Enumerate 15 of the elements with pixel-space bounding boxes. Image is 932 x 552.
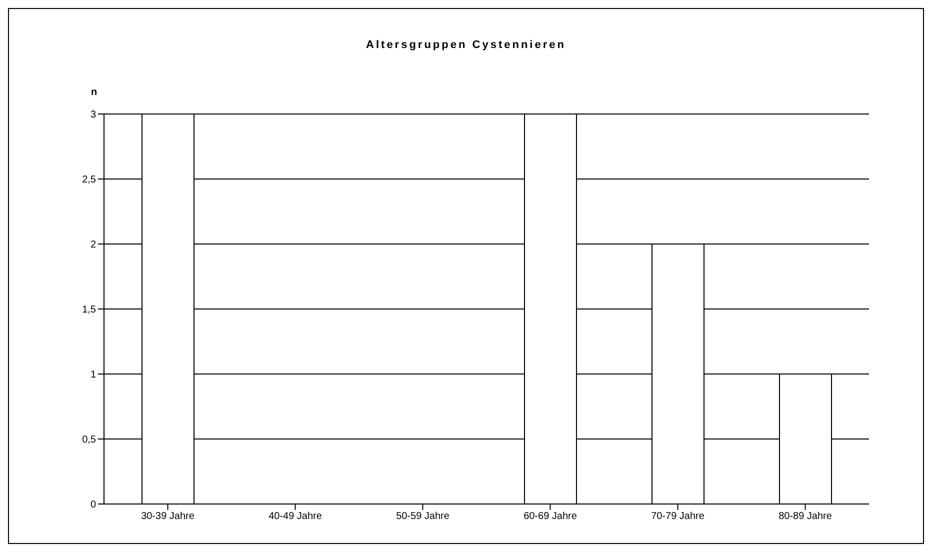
x-tick-label: 30-39 Jahre [141,511,195,522]
y-tick-label: 2 [90,240,96,251]
y-tick-label: 0,5 [82,434,96,446]
y-tick-label: 1 [90,370,96,381]
x-tick-label: 70-79 Jahre [651,511,705,522]
x-tick-label: 50-59 Jahre [396,511,450,522]
y-axis-title: n [91,87,98,98]
chart-title: Altersgruppen Cystennieren [365,39,567,51]
x-tick-label: 60-69 Jahre [524,511,578,522]
y-tick-label: 0 [90,500,96,511]
y-tick-label: 3 [90,110,96,121]
x-tick-label: 80-89 Jahre [778,511,832,522]
y-tick-label: 1,5 [82,304,96,316]
y-tick-label: 2,5 [82,174,96,186]
x-tick-label: 40-49 Jahre [268,511,322,522]
